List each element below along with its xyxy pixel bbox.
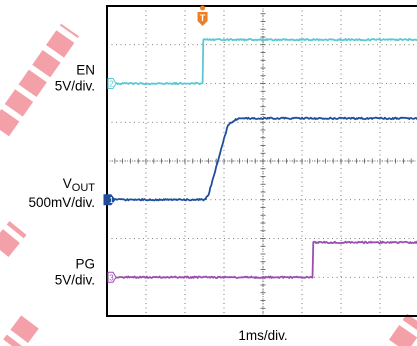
- channel-marker-vout: 1: [103, 194, 116, 206]
- channel-marker-number: 2: [109, 80, 114, 89]
- watermark-stroke: [0, 23, 80, 137]
- trigger-marker-label: T: [200, 13, 206, 23]
- channel-scale: 500mV/div.: [28, 195, 95, 210]
- trace-en: [106, 38, 417, 86]
- watermark: [0, 23, 417, 346]
- watermark-stroke: [3, 315, 39, 346]
- channel-scale: 5V/div.: [55, 272, 95, 287]
- channel-marker-number: 1: [109, 196, 114, 205]
- traces: [106, 38, 417, 279]
- channel-scale: 5V/div.: [55, 79, 95, 94]
- trigger-dot: [200, 5, 206, 11]
- channel-marker-pg: 3: [107, 271, 117, 283]
- channel-name: EN: [76, 63, 95, 78]
- trigger-marker: T: [197, 5, 208, 26]
- trace-pg: [106, 240, 417, 279]
- watermark-stroke: [0, 221, 27, 257]
- watermark-stroke: [388, 313, 417, 346]
- x-axis-label: 1ms/div.: [238, 328, 287, 343]
- channel-marker-en: 2: [107, 78, 117, 89]
- channel-marker-number: 3: [109, 273, 114, 282]
- trace-vout: [106, 116, 417, 202]
- plot-frame: [106, 5, 417, 317]
- channel-markers: 2 1 3 T: [103, 5, 208, 283]
- grid: [106, 5, 417, 317]
- channel-name: VOUT: [63, 176, 96, 194]
- channel-name: PG: [75, 256, 95, 271]
